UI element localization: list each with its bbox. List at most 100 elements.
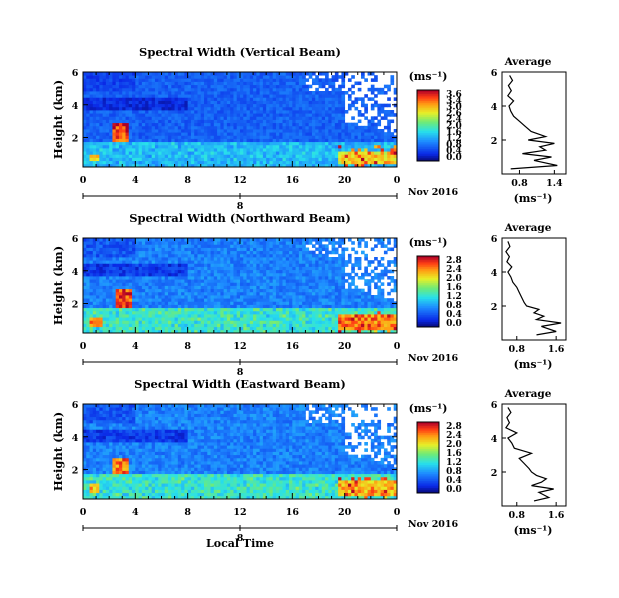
heatmap-cell — [92, 326, 97, 331]
heatmap-cell — [86, 285, 90, 290]
heatmap-cell — [262, 141, 267, 146]
heatmap-cell — [318, 97, 323, 101]
heatmap-cell — [344, 122, 349, 127]
heatmap-cell — [135, 250, 139, 255]
heatmap-cell — [318, 163, 323, 168]
heatmap-cell — [328, 157, 332, 162]
heatmap-cell — [292, 279, 296, 283]
heatmap-cell — [298, 257, 303, 261]
heatmap-cell — [158, 106, 162, 111]
heatmap-cell — [295, 113, 300, 117]
heatmap-cell — [298, 91, 303, 95]
heatmap-cell — [200, 247, 205, 252]
heatmap-cell — [374, 157, 378, 162]
heatmap-cell — [305, 110, 310, 114]
heatmap-cell — [168, 125, 172, 130]
heatmap-cell — [187, 132, 192, 136]
heatmap-cell — [311, 288, 316, 293]
heatmap-cell — [125, 132, 130, 136]
heatmap-cell — [154, 276, 159, 280]
heatmap-cell — [181, 314, 185, 318]
heatmap-cell — [347, 129, 352, 133]
heatmap-cell — [200, 157, 205, 162]
heatmap-cell — [115, 298, 120, 302]
heatmap-cell — [390, 81, 395, 86]
heatmap-cell — [220, 323, 225, 328]
heatmap-cell — [269, 81, 274, 86]
heatmap-cell — [279, 279, 283, 283]
heatmap-cell — [151, 113, 156, 117]
heatmap-cell — [390, 148, 395, 152]
heatmap-cell — [184, 314, 189, 318]
heatmap-cell — [253, 260, 257, 264]
heatmap-cell — [204, 285, 208, 290]
heatmap-cell — [151, 81, 156, 86]
heatmap-cell — [158, 285, 162, 290]
heatmap-cell — [279, 132, 283, 136]
heatmap-cell — [331, 81, 336, 86]
heatmap-cell — [289, 295, 293, 299]
heatmap-cell — [109, 106, 113, 111]
heatmap-cell — [315, 307, 319, 312]
heatmap-cell — [374, 148, 378, 152]
heatmap-cell — [331, 87, 336, 92]
heatmap-cell — [240, 129, 244, 133]
colorbar-segment — [417, 153, 439, 157]
heatmap-cell — [282, 78, 287, 82]
heatmap-cell — [269, 291, 274, 296]
heatmap-cell — [96, 129, 100, 133]
heatmap-cell — [259, 310, 264, 315]
heatmap-cell — [200, 91, 205, 95]
heatmap-cell — [96, 151, 100, 155]
heatmap-cell — [194, 91, 198, 95]
heatmap-cell — [210, 125, 215, 130]
heatmap-cell — [105, 157, 110, 162]
heatmap-cell — [145, 260, 149, 264]
heatmap-cell — [158, 154, 162, 158]
heatmap-cell — [92, 122, 97, 127]
heatmap-cell — [269, 253, 274, 258]
heatmap-cell — [174, 244, 179, 248]
heatmap-cell — [236, 291, 241, 296]
heatmap-cell — [311, 125, 316, 130]
heatmap-cell — [194, 298, 198, 302]
heatmap-cell — [109, 97, 113, 101]
heatmap-cell — [154, 84, 159, 89]
heatmap-cell — [334, 157, 339, 162]
colorbar — [417, 90, 439, 162]
heatmap-cell — [305, 253, 310, 258]
heatmap-cell — [289, 279, 293, 283]
heatmap-cell — [279, 84, 283, 89]
heatmap-cell — [236, 87, 241, 92]
heatmap-cell — [148, 272, 153, 277]
heatmap-cell — [197, 263, 202, 267]
heatmap-cell — [370, 129, 375, 133]
heatmap-cell — [158, 304, 162, 309]
heatmap-cell — [223, 260, 228, 264]
heatmap-cell — [145, 119, 149, 124]
heatmap-cell — [289, 160, 293, 165]
heatmap-cell — [357, 132, 362, 136]
heatmap-cell — [390, 132, 395, 136]
heatmap-cell — [112, 266, 117, 271]
heatmap-cell — [230, 132, 234, 136]
heatmap-cell — [190, 307, 195, 312]
heatmap-cell — [161, 94, 166, 98]
heatmap-cell — [302, 116, 306, 120]
heatmap-cell — [223, 298, 228, 302]
heatmap-cell — [220, 160, 225, 165]
heatmap-cell — [262, 244, 267, 248]
heatmap-cell — [105, 144, 110, 149]
heatmap-cell — [204, 282, 208, 286]
heatmap-cell — [341, 110, 346, 114]
heatmap-cell — [347, 163, 352, 168]
heatmap-cell — [194, 72, 198, 76]
heatmap-cell — [177, 110, 182, 114]
heatmap-cell — [187, 113, 192, 117]
heatmap-cell — [89, 304, 94, 309]
heatmap-cell — [383, 148, 388, 152]
heatmap-cell — [151, 132, 156, 136]
heatmap-cell — [292, 304, 296, 309]
heatmap-cell — [311, 151, 316, 155]
heatmap-cell — [200, 113, 205, 117]
